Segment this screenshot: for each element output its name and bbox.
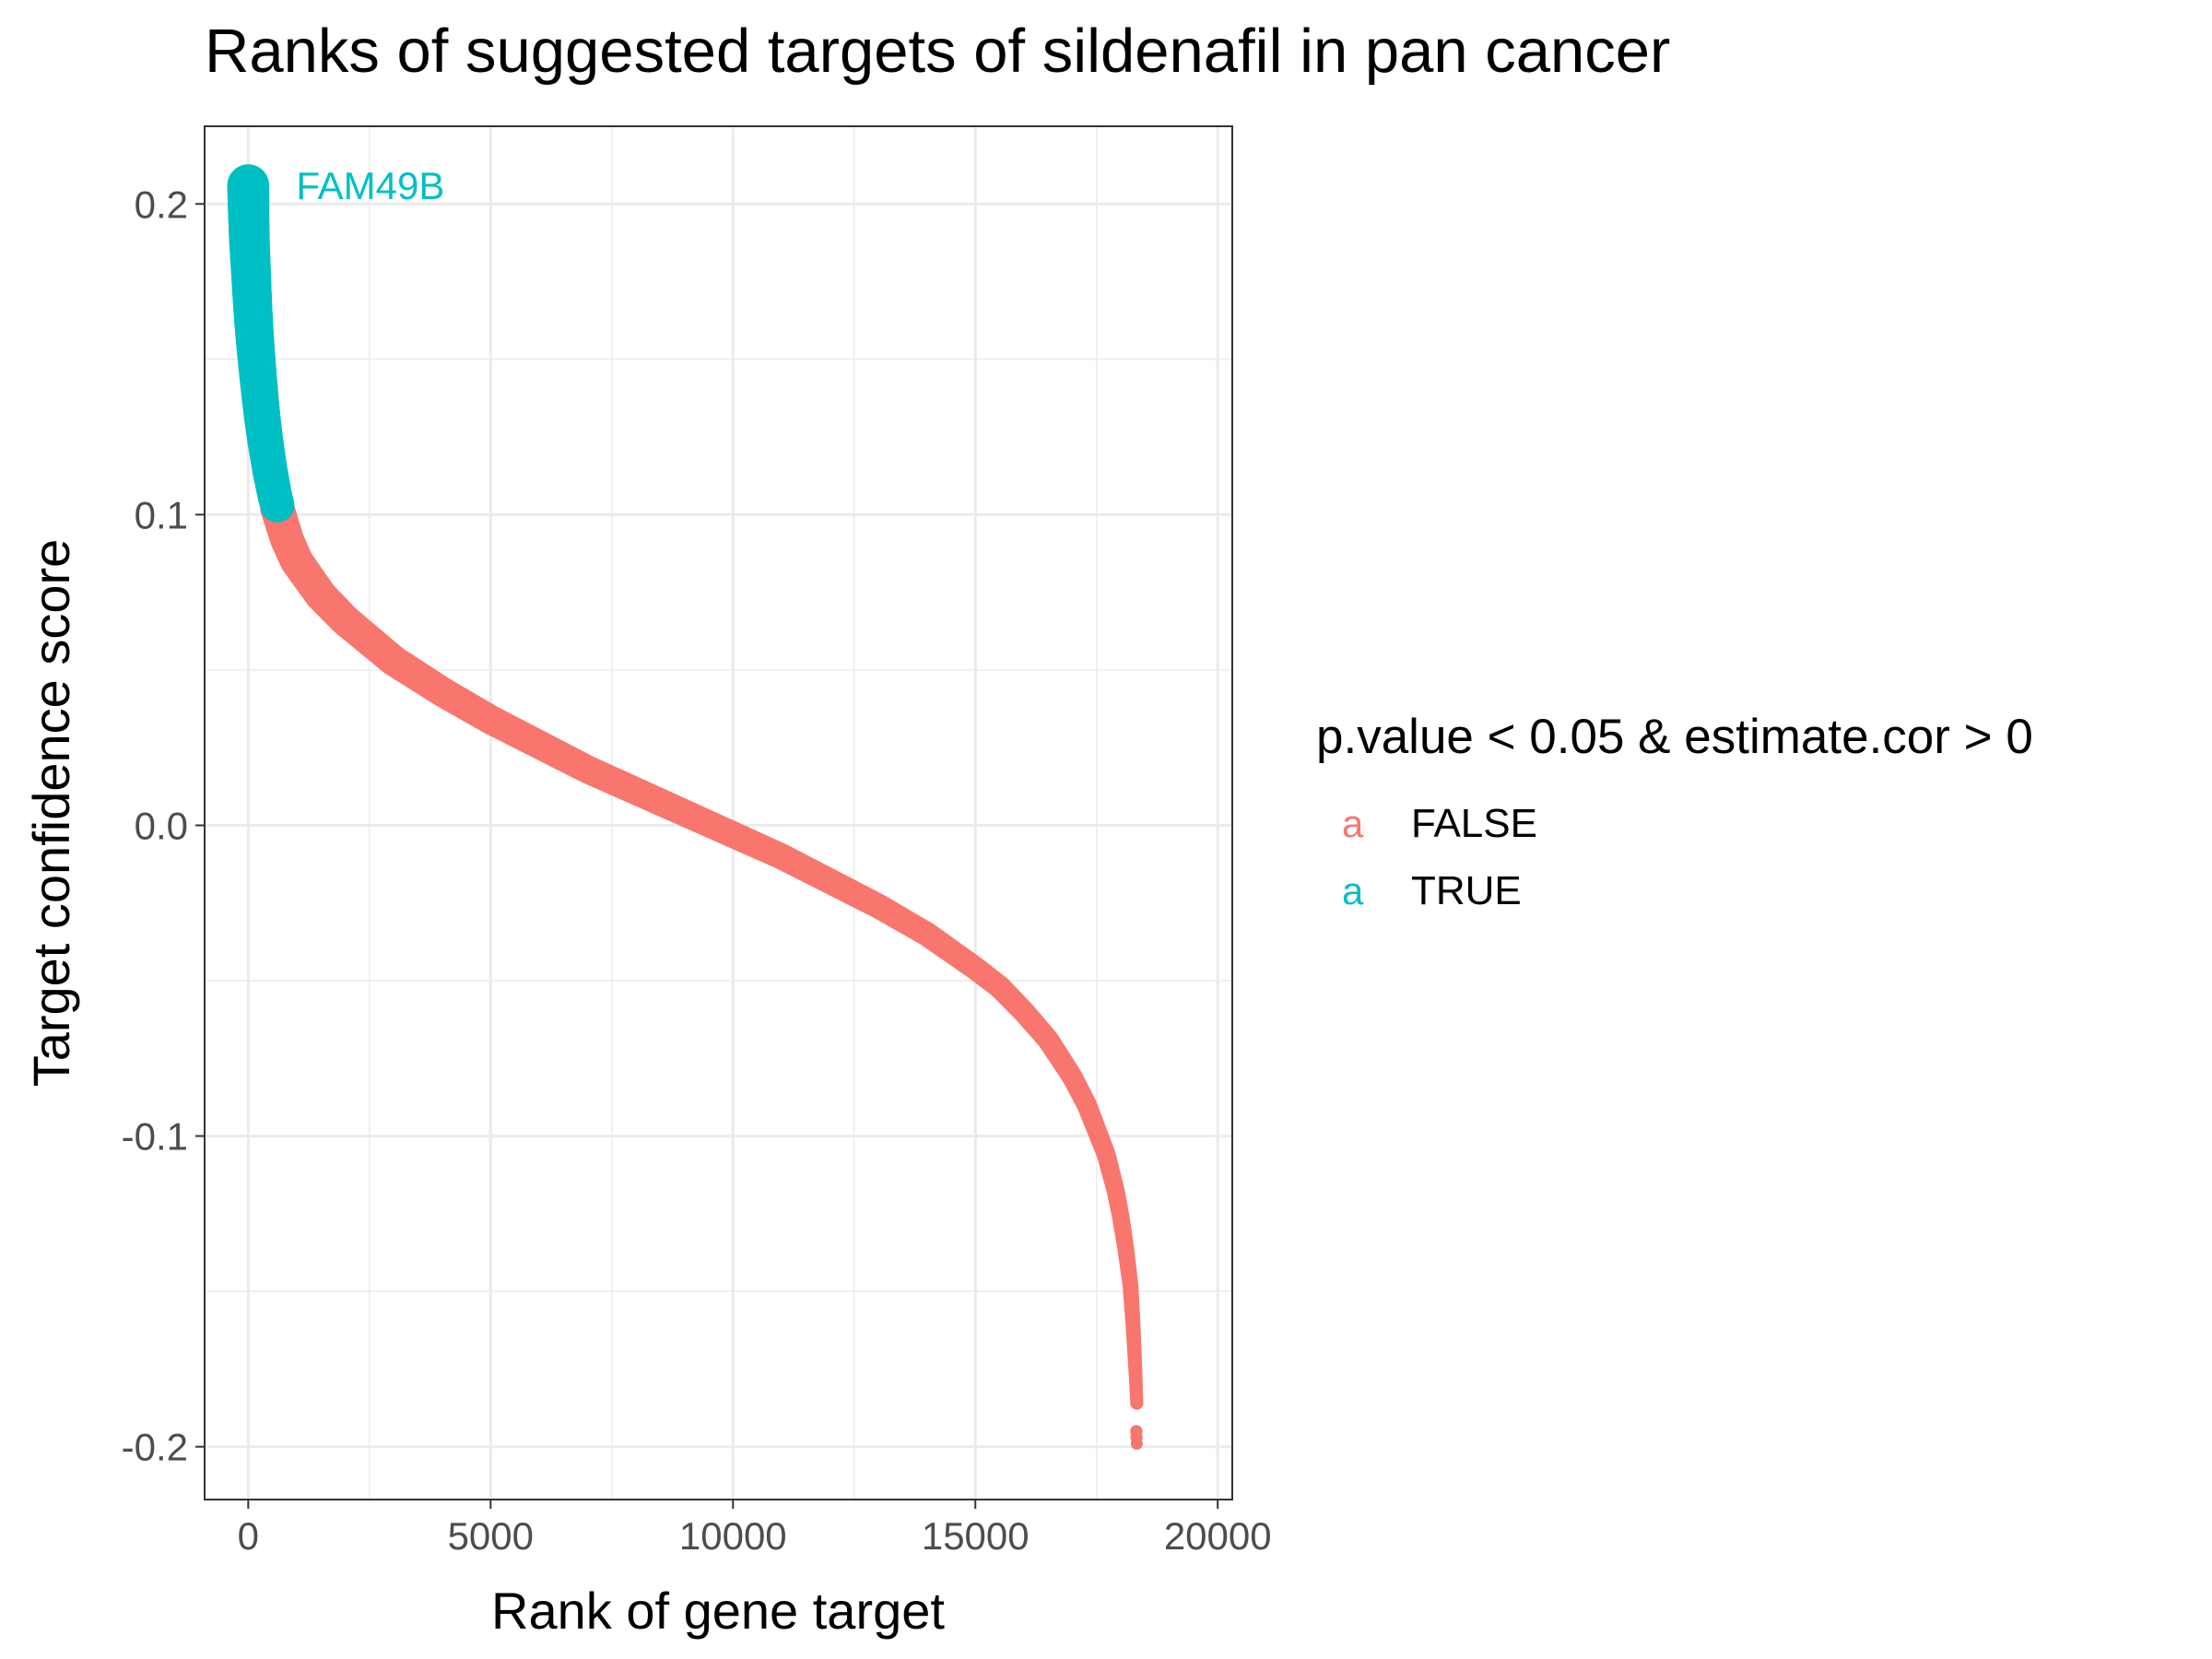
annotations: FAM49B xyxy=(296,164,444,207)
x-tick-label: 20000 xyxy=(1164,1514,1272,1558)
y-axis: 0.2 0.1 0.0 -0.1 -0.2 xyxy=(122,182,205,1469)
point-annotation: FAM49B xyxy=(296,164,444,207)
chart-title: Ranks of suggested targets of sildenafil… xyxy=(205,17,1670,86)
legend: p.value < 0.05 & estimate.cor > 0 a FALSE… xyxy=(1316,710,2033,913)
x-axis: 0 5000 10000 15000 20000 xyxy=(238,1500,1272,1558)
data-series xyxy=(227,164,1144,1450)
y-tick-label: 0.1 xyxy=(135,493,188,536)
data-point xyxy=(1130,1396,1144,1410)
y-tick-label: 0.2 xyxy=(135,182,188,226)
legend-label-true: TRUE xyxy=(1411,868,1522,913)
series-false-2 xyxy=(1130,1425,1143,1450)
legend-label-false: FALSE xyxy=(1411,801,1537,846)
x-tick-label: 5000 xyxy=(448,1514,534,1558)
series-true-0 xyxy=(227,164,295,523)
x-tick-label: 10000 xyxy=(679,1514,787,1558)
panel-border xyxy=(204,125,1233,1500)
x-tick-label: 0 xyxy=(238,1514,259,1558)
y-tick-label: 0.0 xyxy=(135,804,188,847)
data-point xyxy=(1130,1437,1143,1450)
y-tick-label: -0.1 xyxy=(122,1115,188,1159)
data-point xyxy=(260,488,295,523)
legend-title: p.value < 0.05 & estimate.cor > 0 xyxy=(1316,710,2033,764)
plot-panel xyxy=(205,126,1232,1500)
y-tick-label: -0.2 xyxy=(122,1426,188,1469)
minor-gridlines xyxy=(205,126,1232,1500)
x-axis-title: Rank of gene target xyxy=(491,1582,945,1640)
legend-key-true: a xyxy=(1342,869,1364,912)
x-tick-label: 15000 xyxy=(922,1514,1030,1558)
legend-key-false: a xyxy=(1342,802,1364,845)
y-axis-title: Target confidence score xyxy=(22,539,80,1088)
